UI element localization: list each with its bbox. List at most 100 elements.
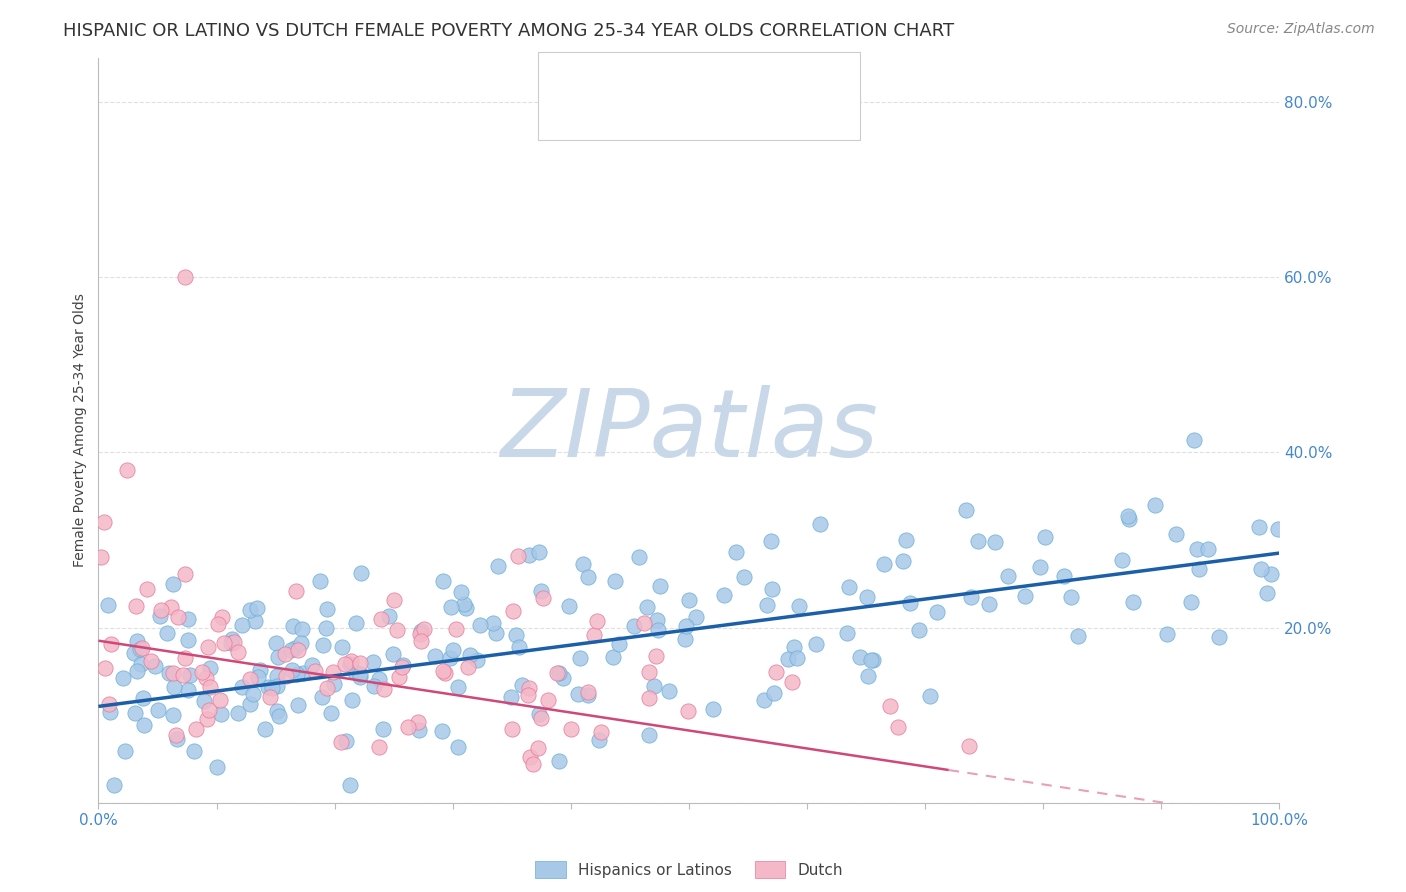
Point [335, 733, 357, 747]
Point [156, 625, 179, 640]
Point [457, 660, 479, 674]
Point [1197, 541, 1219, 556]
Point [411, 624, 433, 638]
Point [444, 622, 467, 636]
Point [605, 574, 627, 588]
Point [391, 660, 413, 674]
Point [548, 665, 571, 680]
Point [411, 634, 433, 648]
Point [645, 613, 668, 627]
Point [368, 673, 391, 687]
Point [333, 657, 356, 671]
Point [267, 649, 290, 664]
Point [322, 677, 344, 691]
Point [209, 693, 232, 707]
Point [849, 649, 872, 664]
Point [146, 703, 169, 717]
Point [506, 549, 529, 564]
Point [350, 566, 373, 581]
Point [384, 593, 406, 607]
Point [979, 597, 1001, 611]
Point [239, 698, 262, 712]
Point [139, 654, 162, 668]
Point [724, 545, 747, 559]
Point [1156, 627, 1178, 641]
Point [385, 624, 408, 638]
Point [780, 675, 803, 690]
Point [578, 685, 600, 699]
Point [406, 714, 429, 729]
Point [315, 621, 337, 635]
Point [408, 723, 430, 737]
Point [177, 612, 200, 626]
Point [260, 681, 283, 696]
Point [558, 599, 581, 614]
Point [198, 680, 221, 694]
Point [505, 628, 527, 642]
Point [959, 590, 981, 604]
Point [162, 577, 184, 591]
Point [838, 581, 860, 595]
Point [371, 722, 394, 736]
Point [522, 756, 544, 771]
Point [209, 706, 232, 721]
Point [501, 722, 523, 736]
Text: 198: 198 [772, 67, 804, 85]
Point [702, 702, 724, 716]
Point [413, 622, 436, 636]
Point [174, 650, 197, 665]
Point [1116, 508, 1139, 523]
Point [637, 665, 659, 679]
Point [132, 690, 155, 705]
Point [527, 707, 550, 722]
Text: 0.707: 0.707 [645, 67, 693, 85]
Point [266, 636, 288, 650]
Point [339, 778, 361, 792]
Point [453, 598, 475, 612]
Point [290, 622, 312, 636]
Point [280, 643, 302, 657]
Point [1256, 586, 1278, 600]
Point [957, 739, 980, 754]
Point [1267, 522, 1289, 536]
Point [486, 558, 509, 573]
Point [1122, 594, 1144, 608]
Point [637, 728, 659, 742]
Point [287, 698, 309, 712]
Point [340, 693, 363, 707]
Point [633, 616, 655, 631]
Point [174, 566, 197, 581]
Point [193, 694, 215, 708]
Point [163, 680, 186, 694]
Point [607, 637, 630, 651]
Point [132, 718, 155, 732]
Point [231, 680, 253, 694]
Text: ZIPatlas: ZIPatlas [501, 384, 877, 476]
Point [787, 599, 810, 613]
Point [316, 601, 339, 615]
Text: N =: N = [731, 67, 768, 85]
Text: N =: N = [731, 105, 768, 123]
Point [343, 665, 366, 679]
Point [273, 647, 295, 661]
Point [733, 569, 755, 583]
Point [517, 689, 540, 703]
Point [174, 270, 197, 285]
Point [1060, 591, 1083, 605]
Point [676, 704, 699, 718]
Point [713, 588, 735, 602]
Point [808, 517, 831, 532]
Point [129, 641, 152, 656]
Point [761, 582, 783, 596]
Point [891, 554, 914, 568]
Point [441, 642, 464, 657]
Point [166, 728, 188, 742]
Point [519, 750, 541, 764]
Point [186, 722, 208, 736]
Point [502, 604, 524, 618]
Point [281, 664, 304, 678]
Point [322, 665, 344, 679]
Point [219, 635, 242, 649]
Point [645, 648, 668, 663]
Point [887, 720, 910, 734]
